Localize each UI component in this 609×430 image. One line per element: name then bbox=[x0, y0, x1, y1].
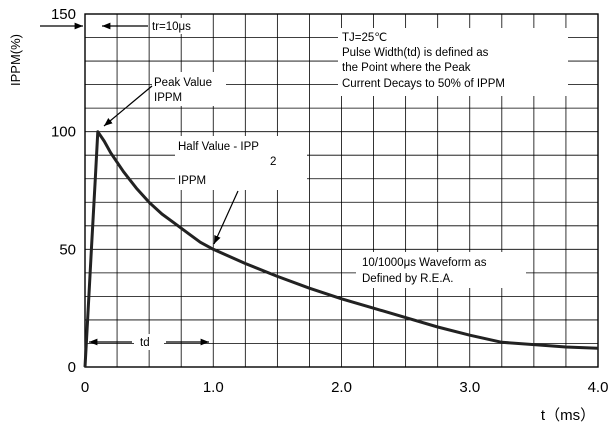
waveform-bg bbox=[356, 252, 526, 288]
half-value-line-2: IPPM bbox=[178, 175, 206, 187]
tr-label: tr=10μs bbox=[152, 21, 191, 33]
tr-label-bg bbox=[150, 18, 210, 34]
y-tick-label: 150 bbox=[51, 6, 76, 23]
td-label: td bbox=[140, 337, 150, 349]
x-tick-label: 0 bbox=[81, 379, 89, 396]
plot-frame bbox=[84, 13, 599, 368]
x-tick-label: 3.0 bbox=[459, 379, 480, 396]
conditions-line-4: Current Decays to 50% of IPPM bbox=[342, 78, 505, 90]
half-value-line-1: Half Value - IPP bbox=[178, 141, 259, 153]
x-tick-labels: 0 1.0 2.0 3.0 4.0 bbox=[81, 379, 609, 396]
conditions-bg bbox=[338, 28, 568, 96]
x-tick-label: 1.0 bbox=[203, 379, 224, 396]
half-value-bg bbox=[175, 136, 307, 190]
peak-label-line-1: Peak Value bbox=[154, 77, 212, 89]
conditions-line-2: Pulse Width(td) is defined as bbox=[342, 47, 489, 59]
conditions-line-3: the Point where the Peak bbox=[342, 62, 471, 74]
half-value-subscript: 2 bbox=[270, 156, 276, 168]
half-value-arrow bbox=[213, 190, 239, 245]
x-tick-label: 2.0 bbox=[331, 379, 352, 396]
waveform-label-line-1: 10/1000μs Waveform as bbox=[362, 257, 487, 269]
peak-bg bbox=[152, 72, 226, 106]
x-tick-label: 4.0 bbox=[588, 379, 609, 396]
y-tick-label: 50 bbox=[59, 241, 76, 258]
conditions-line-1: TJ=25℃ bbox=[342, 32, 387, 44]
y-tick-label: 100 bbox=[51, 124, 76, 141]
peak-arrow bbox=[103, 85, 153, 127]
waveform-label-line-2: Defined by R.E.A. bbox=[362, 273, 453, 285]
y-tick-label: 0 bbox=[68, 359, 76, 376]
td-label-bg bbox=[134, 334, 164, 350]
peak-label-line-2: IPPM bbox=[154, 92, 182, 104]
y-tick-labels: 0 50 100 150 bbox=[51, 6, 76, 376]
x-axis-label: t（ms） bbox=[541, 407, 595, 424]
series-line-waveform bbox=[83, 130, 599, 368]
y-axis-label: IPPM(%) bbox=[8, 34, 23, 86]
